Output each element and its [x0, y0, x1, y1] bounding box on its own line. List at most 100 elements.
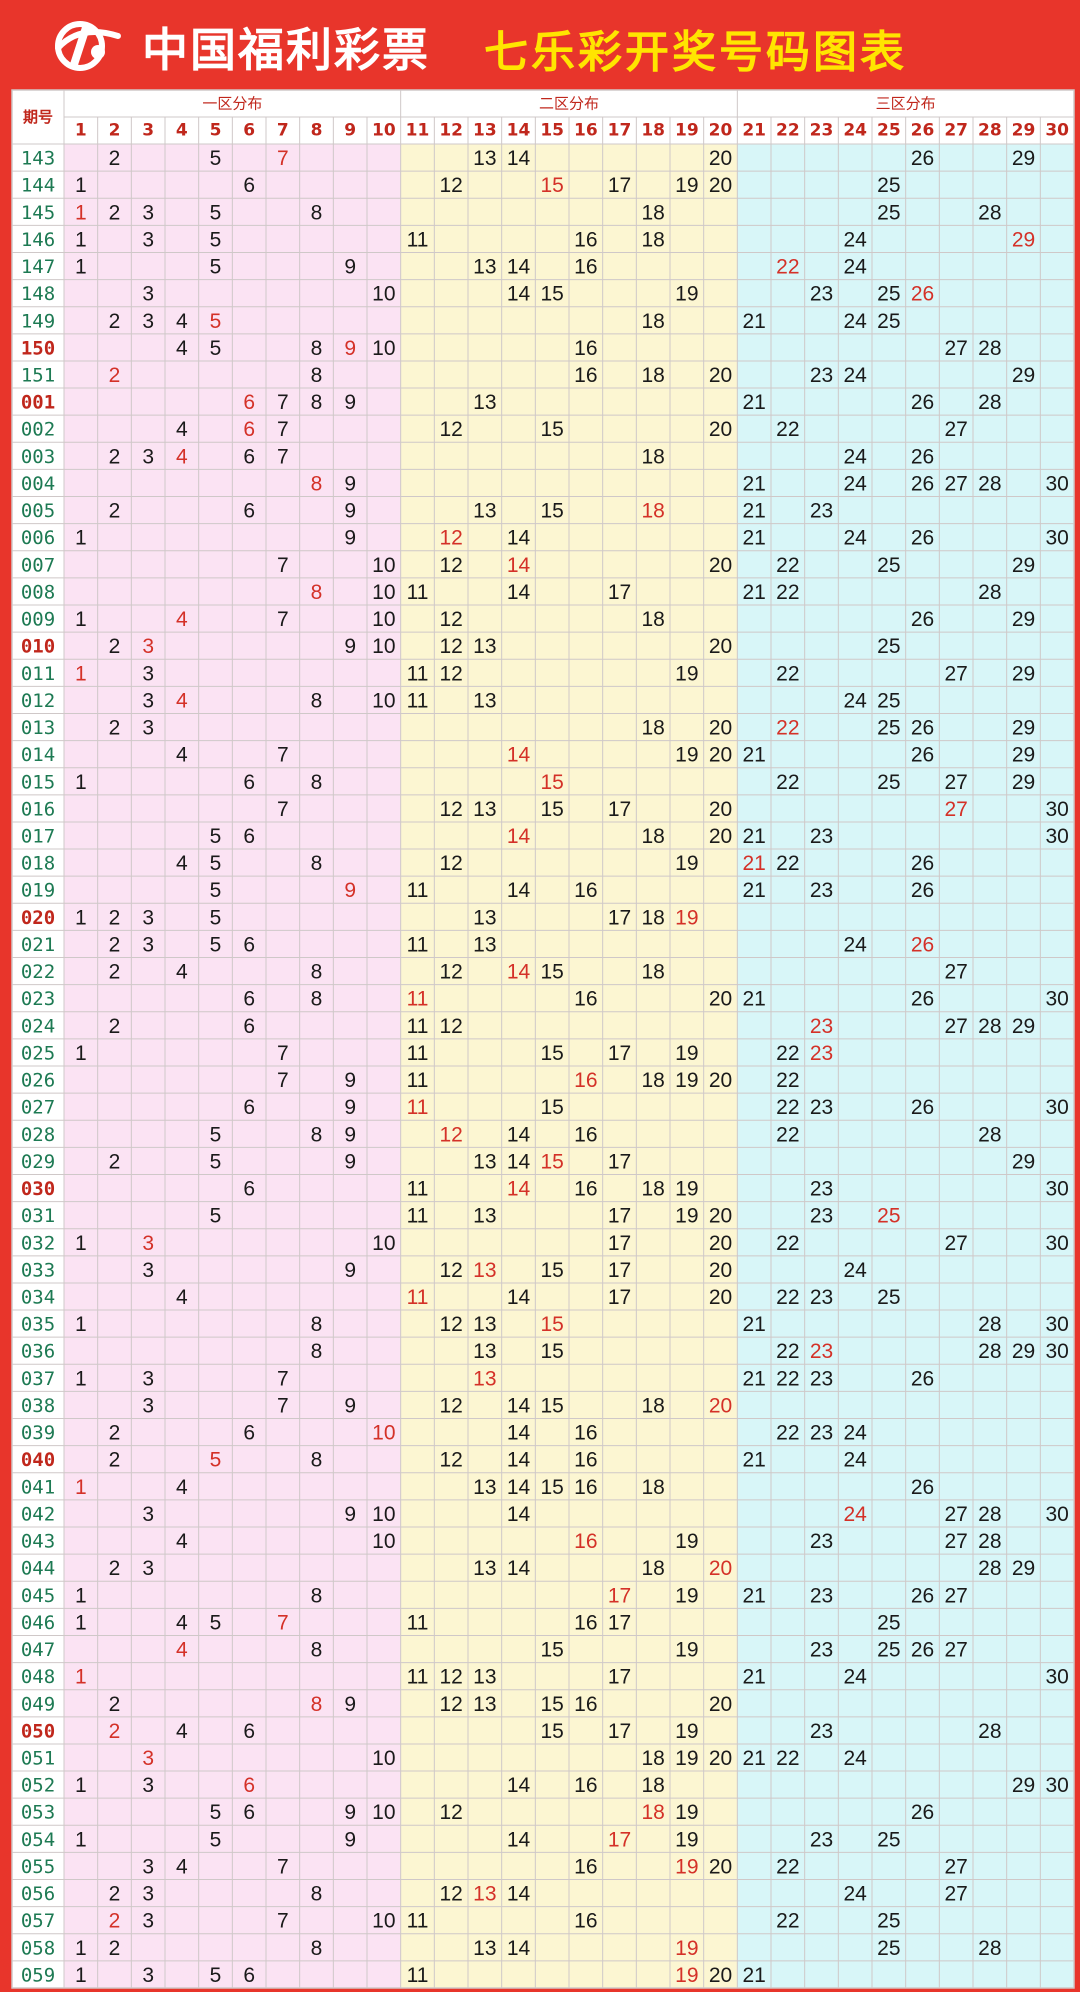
drawn-number: 21 [742, 581, 765, 604]
drawn-number: 19 [675, 1720, 698, 1743]
drawn-number: 2 [109, 201, 121, 224]
drawn-number: 3 [142, 1367, 154, 1390]
drawn-number: 19 [675, 283, 698, 306]
drawn-number: 25 [877, 1910, 900, 1933]
period-label: 017 [21, 826, 55, 848]
drawn-number: 23 [810, 1178, 833, 1201]
special-number: 21 [742, 852, 765, 875]
drawn-number: 19 [675, 744, 698, 767]
period-label: 016 [21, 798, 55, 820]
drawn-number: 27 [944, 1855, 967, 1878]
drawn-number: 18 [641, 608, 664, 631]
drawn-number: 26 [911, 608, 934, 631]
period-label: 019 [21, 880, 55, 902]
drawn-number: 8 [311, 364, 323, 387]
drawn-number: 2 [109, 961, 121, 984]
drawn-number: 3 [142, 906, 154, 929]
drawn-number: 30 [1045, 1774, 1068, 1797]
drawn-number: 1 [75, 228, 87, 251]
drawn-number: 21 [742, 1584, 765, 1607]
drawn-number: 1 [75, 1611, 87, 1634]
drawn-number: 11 [407, 581, 429, 604]
drawn-number: 12 [439, 1449, 462, 1472]
special-number: 8 [311, 581, 323, 604]
drawn-number: 23 [810, 1367, 833, 1390]
drawn-number: 27 [944, 771, 967, 794]
drawn-number: 25 [877, 771, 900, 794]
drawn-number: 5 [210, 1205, 222, 1228]
column-header: 13 [473, 121, 497, 141]
drawn-number: 7 [277, 1042, 289, 1065]
column-header: 15 [540, 121, 564, 141]
drawn-number: 25 [877, 174, 900, 197]
drawn-number: 9 [344, 635, 356, 658]
drawn-number: 4 [176, 744, 188, 767]
drawn-number: 6 [243, 1801, 255, 1824]
drawn-number: 13 [473, 391, 496, 414]
special-number: 11 [407, 1096, 429, 1119]
drawn-number: 17 [608, 798, 631, 821]
period-label: 053 [21, 1802, 55, 1824]
drawn-number: 20 [709, 1693, 732, 1716]
special-number: 20 [709, 1557, 732, 1580]
drawn-number: 18 [641, 717, 664, 740]
drawn-number: 11 [407, 689, 429, 712]
drawn-number: 13 [473, 1666, 496, 1689]
drawn-number: 23 [810, 1286, 833, 1309]
special-number: 13 [473, 1259, 496, 1282]
drawn-number: 19 [675, 1828, 698, 1851]
drawn-number: 16 [574, 1178, 597, 1201]
drawn-number: 29 [1012, 364, 1035, 387]
drawn-number: 15 [540, 798, 563, 821]
column-header: 1 [75, 121, 87, 141]
drawn-number: 7 [277, 798, 289, 821]
special-number: 14 [507, 825, 531, 848]
period-label: 022 [21, 961, 55, 983]
drawn-number: 24 [843, 364, 867, 387]
drawn-number: 9 [344, 500, 356, 523]
column-header: 8 [311, 121, 323, 141]
period-label: 004 [21, 473, 55, 495]
special-number: 23 [810, 1015, 833, 1038]
special-number: 10 [372, 1422, 395, 1445]
special-number: 8 [311, 472, 323, 495]
special-number: 18 [641, 500, 664, 523]
drawn-number: 6 [243, 988, 255, 1011]
drawn-number: 13 [473, 1557, 496, 1580]
drawn-number: 22 [776, 1232, 799, 1255]
drawn-number: 24 [843, 1883, 867, 1906]
special-number: 14 [507, 554, 531, 577]
drawn-number: 1 [75, 608, 87, 631]
drawn-number: 3 [142, 933, 154, 956]
drawn-number: 27 [944, 1232, 967, 1255]
column-header: 11 [406, 121, 430, 141]
drawn-number: 5 [210, 1123, 222, 1146]
period-label: 037 [21, 1368, 55, 1390]
drawn-number: 26 [911, 1476, 934, 1499]
drawn-number: 25 [877, 689, 900, 712]
special-number: 13 [473, 1883, 496, 1906]
drawn-number: 7 [277, 1069, 289, 1092]
special-number: 1 [75, 1666, 87, 1689]
drawn-number: 9 [344, 256, 356, 279]
drawn-number: 22 [776, 1367, 799, 1390]
drawn-number: 23 [810, 879, 833, 902]
drawn-number: 4 [176, 961, 188, 984]
drawn-number: 17 [608, 906, 631, 929]
special-number: 15 [540, 771, 563, 794]
drawn-number: 6 [243, 771, 255, 794]
drawn-number: 10 [372, 283, 395, 306]
period-label: 054 [21, 1829, 55, 1851]
drawn-number: 22 [776, 554, 799, 577]
drawn-number: 8 [311, 391, 323, 414]
drawn-number: 29 [1012, 1015, 1035, 1038]
special-number: 19 [675, 906, 698, 929]
drawn-number: 14 [507, 527, 531, 550]
drawn-number: 8 [311, 1313, 323, 1336]
drawn-number: 4 [176, 1286, 188, 1309]
drawn-number: 25 [877, 1937, 900, 1960]
drawn-number: 7 [277, 445, 289, 468]
drawn-number: 8 [311, 1883, 323, 1906]
period-label: 048 [21, 1666, 55, 1688]
drawn-number: 2 [109, 1693, 121, 1716]
